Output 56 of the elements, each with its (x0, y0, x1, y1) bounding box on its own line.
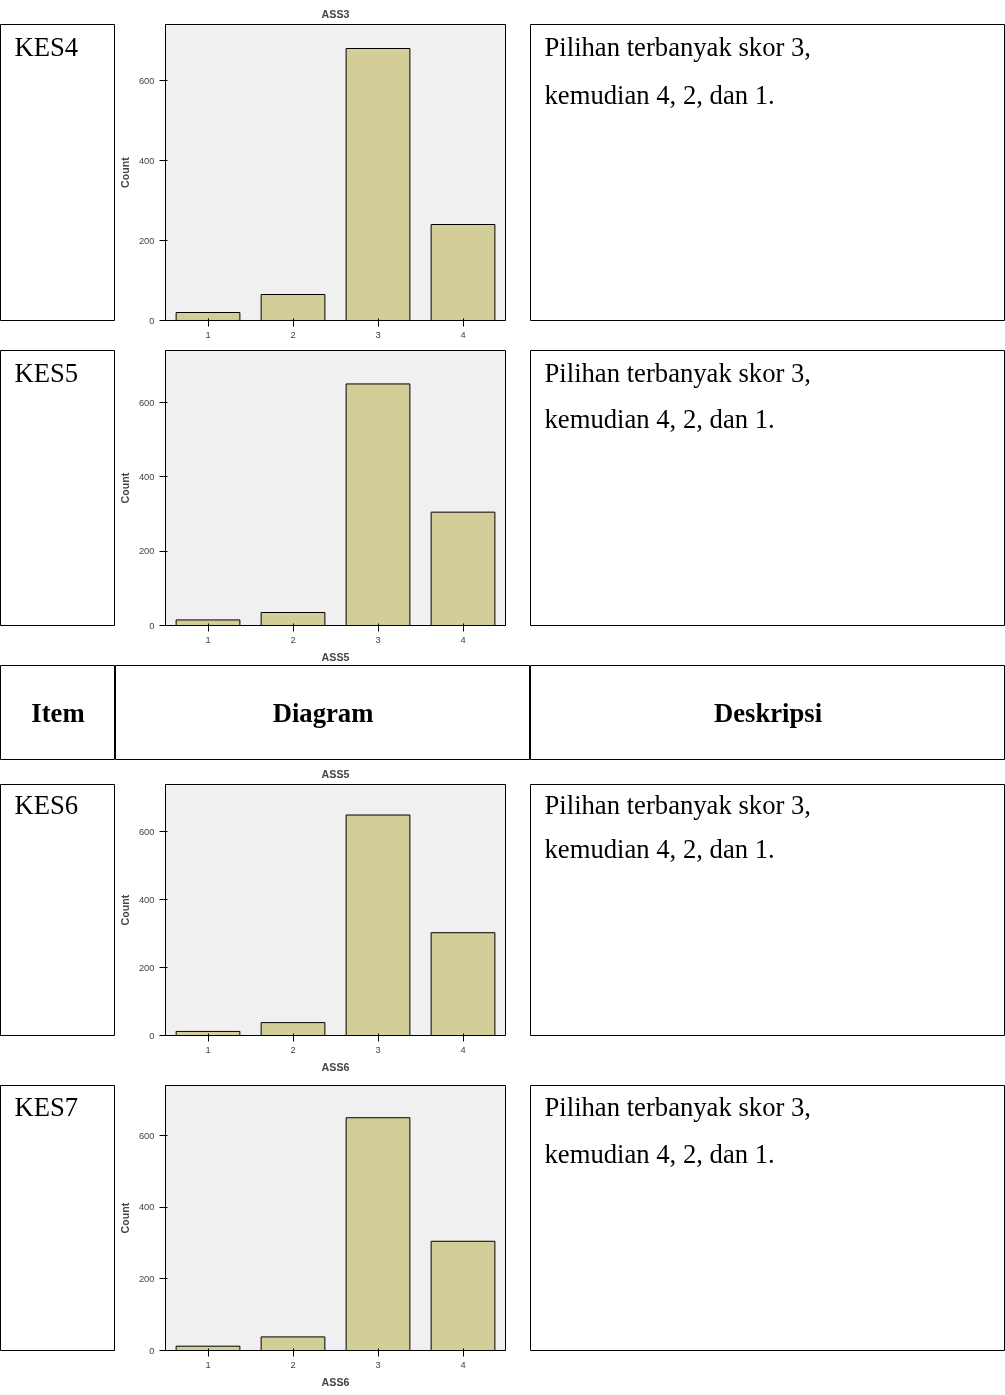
y-tick-label: 200 (138, 962, 155, 973)
y-tick-label: 0 (149, 1345, 155, 1356)
y-tick-label: 0 (149, 315, 155, 326)
x-tick-label: 2 (290, 1359, 296, 1370)
x-tick-label: 2 (290, 329, 296, 340)
y-tick-label: 600 (138, 397, 155, 408)
x-tick-label: 2 (290, 1044, 296, 1055)
y-tick-label: 200 (138, 235, 155, 246)
y-tick-label: 400 (138, 894, 155, 905)
x-axis-title: ASS5 (321, 650, 350, 663)
x-tick-label: 3 (375, 1044, 381, 1055)
chart-title: ASS5 (321, 767, 350, 780)
text: KES5 (14, 357, 79, 388)
text: Pilihan terbanyak skor 3, (544, 790, 812, 821)
y-axis-title: Count (118, 156, 131, 188)
x-tick-label: 4 (460, 1044, 466, 1055)
y-tick-label: 200 (138, 1273, 155, 1284)
text: KES6 (14, 790, 79, 821)
y-tick-label: 600 (138, 826, 155, 837)
text: Pilihan terbanyak skor 3, (544, 32, 812, 63)
x-axis-title: ASS6 (321, 1060, 350, 1073)
text: kemudian 4, 2, dan 1. (544, 1138, 775, 1169)
text: Pilihan terbanyak skor 3, (544, 1092, 812, 1123)
y-tick-label: 400 (138, 1202, 155, 1213)
y-tick-label: 600 (138, 75, 155, 86)
y-tick-label: 600 (138, 1130, 155, 1141)
y-tick-label: 200 (138, 546, 155, 557)
x-tick-label: 4 (460, 1359, 466, 1370)
text: kemudian 4, 2, dan 1. (544, 80, 775, 111)
text: Pilihan terbanyak skor 3, (544, 357, 812, 388)
x-tick-label: 4 (460, 329, 466, 340)
text: Diagram (272, 698, 374, 728)
x-tick-label: 4 (460, 634, 466, 645)
x-tick-label: 3 (375, 634, 381, 645)
y-tick-label: 0 (149, 620, 155, 631)
text: kemudian 4, 2, dan 1. (544, 404, 775, 435)
x-tick-label: 1 (205, 634, 211, 645)
x-tick-label: 1 (205, 1044, 211, 1055)
y-tick-label: 0 (149, 1030, 155, 1041)
x-axis-title: ASS6 (321, 1375, 350, 1388)
x-tick-label: 2 (290, 634, 296, 645)
x-tick-label: 1 (205, 329, 211, 340)
x-tick-label: 3 (375, 329, 381, 340)
text: Item (31, 698, 85, 728)
y-axis-title: Count (118, 1202, 131, 1234)
y-axis-title: Count (118, 894, 131, 926)
text: KES4 (14, 32, 79, 63)
y-tick-label: 400 (138, 471, 155, 482)
x-tick-label: 1 (205, 1359, 211, 1370)
text: kemudian 4, 2, dan 1. (544, 834, 775, 865)
x-tick-label: 3 (375, 1359, 381, 1370)
y-axis-title: Count (118, 472, 131, 504)
text: KES7 (14, 1092, 79, 1123)
chart-title: ASS3 (321, 7, 350, 20)
y-tick-label: 400 (138, 155, 155, 166)
text: Deskripsi (713, 698, 823, 728)
